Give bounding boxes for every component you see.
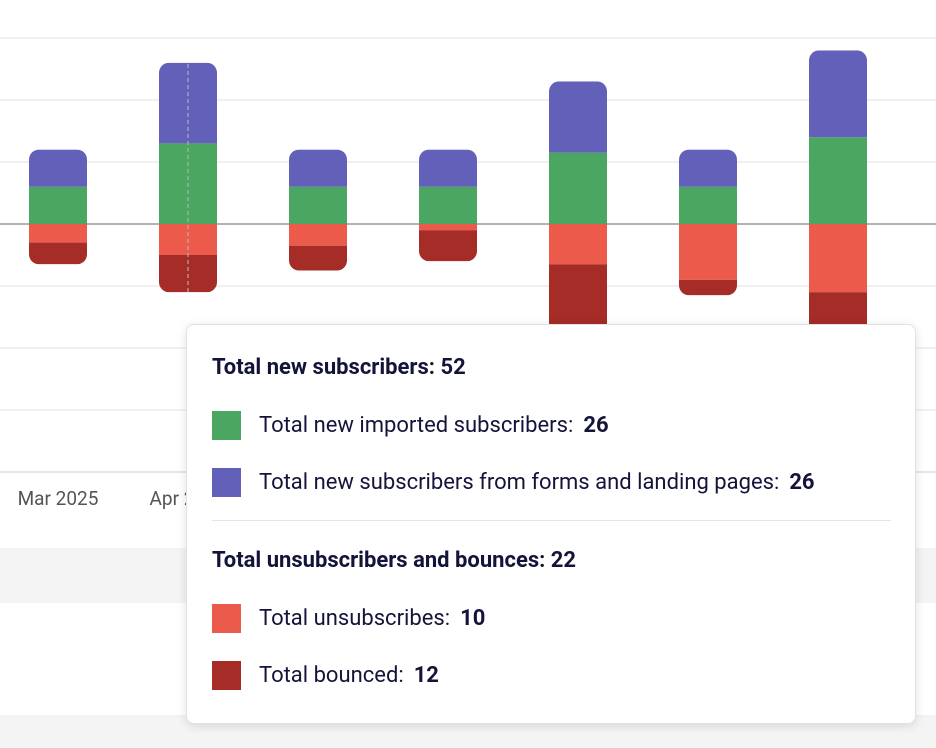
bar-stack [809,50,867,339]
item-value: 26 [583,412,609,438]
bar-segment [289,224,347,246]
bar-segment [419,230,477,262]
heading-label: Total new subscribers: [212,355,435,380]
bar-segment [549,224,607,265]
bar-segment [29,224,87,243]
tooltip-heading: Total unsubscribers and bounces: 22 [212,544,891,578]
item-label: Total new imported subscribers: [259,412,574,438]
legend-swatch [212,603,241,633]
bar-segment [29,242,87,265]
legend-swatch [212,467,241,497]
bar-segment [679,149,737,187]
bar-segment [29,186,87,224]
item-value: 26 [789,469,815,495]
bar-segment [419,224,477,231]
legend-swatch [212,660,241,690]
bar-segment [679,279,737,296]
item-label: Total unsubscribes: [259,605,451,631]
item-label: Total bounced: [259,662,404,688]
tooltip-item: Total new imported subscribers: 26 [212,408,891,442]
tooltip-heading: Total new subscribers: 52 [212,351,891,385]
item-label: Total new subscribers from forms and lan… [259,469,780,495]
bar-stack [549,81,607,333]
bar-segment [289,186,347,224]
bar-segment [419,149,477,187]
bar-stack [289,149,347,271]
x-tick-label: Mar 2025 [18,487,99,510]
bar-segment [289,149,347,187]
bar-segment [549,152,607,224]
item-value: 10 [460,605,486,631]
bar-segment [809,137,867,224]
bar-segment [549,264,607,333]
tooltip-item: Total bounced: 12 [212,658,891,692]
heading-value: 22 [550,548,577,573]
bar-stack [419,149,477,262]
bar-segment [289,245,347,271]
heading-value: 52 [440,355,466,380]
legend-swatch [212,410,241,440]
bar-segment [29,149,87,187]
bar-segment [419,186,477,224]
tooltip: Total new subscribers: 52 Total new impor… [186,324,916,724]
bar-segment [679,186,737,224]
tooltip-item: Total new subscribers from forms and lan… [212,465,891,499]
bar-segment [809,50,867,138]
bar-stack [29,149,87,265]
heading-label: Total unsubscribers and bounces: [212,548,546,573]
bar-segment [549,81,607,153]
item-value: 12 [413,662,439,688]
bar-segment [809,224,867,293]
separator [212,520,891,521]
tooltip-item: Total unsubscribes: 10 [212,601,891,635]
bar-stack [679,149,737,296]
bar-stack [159,62,217,293]
bar-segment [679,224,737,280]
